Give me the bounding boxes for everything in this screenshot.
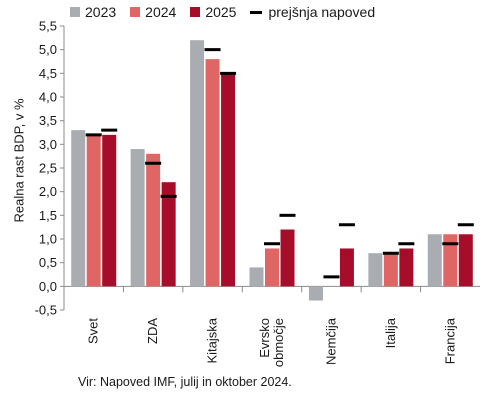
legend-label-2024: 2024 — [145, 4, 177, 20]
bar-2024 — [383, 253, 398, 287]
legend-dash-previous-forecast — [250, 10, 263, 14]
x-category-label: Francija — [442, 317, 457, 364]
legend-label-previous-forecast: prejšnja napoved — [268, 4, 376, 20]
y-tick-label: 4,0 — [39, 90, 57, 105]
legend-swatch-2024 — [130, 7, 141, 17]
x-category-label: območje — [271, 318, 286, 367]
bar-2023 — [249, 267, 264, 287]
bar-2024 — [146, 153, 161, 287]
bar-2023 — [308, 286, 323, 301]
x-category-label: ZDA — [145, 318, 160, 344]
bar-2024 — [443, 234, 458, 287]
legend-item-2023: 2023 — [70, 4, 116, 20]
y-tick-label: 2,5 — [39, 161, 57, 176]
source-note: Vir: Napoved IMF, julij in oktober 2024. — [78, 375, 292, 389]
chart-legend: 2023 2024 2025 prejšnja napoved — [70, 4, 389, 20]
y-tick-label: 3,0 — [39, 137, 57, 152]
y-tick-label: 1,0 — [39, 232, 57, 247]
legend-swatch-2025 — [190, 7, 201, 17]
y-tick-label: 0,5 — [39, 255, 57, 270]
bar-2025 — [280, 229, 295, 287]
y-tick-label: 2,0 — [39, 184, 57, 199]
y-tick-label: 5,0 — [39, 42, 57, 57]
bar-2025 — [399, 248, 414, 287]
bar-2025 — [458, 234, 473, 287]
y-tick-label: 5,5 — [39, 19, 57, 34]
y-tick-label: 0,0 — [39, 279, 57, 294]
bar-2023 — [190, 40, 205, 287]
legend-swatch-2023 — [70, 7, 80, 17]
legend-item-2025: 2025 — [190, 4, 236, 20]
legend-label-2023: 2023 — [85, 4, 117, 20]
bar-2023 — [130, 149, 145, 287]
bar-2024 — [265, 248, 279, 287]
bar-2023 — [71, 130, 86, 287]
y-tick-label: 1,5 — [39, 208, 57, 223]
bar-2023 — [427, 234, 442, 287]
bar-2024 — [86, 134, 101, 287]
bar-2024 — [205, 59, 220, 287]
legend-item-previous-forecast: prejšnja napoved — [250, 4, 375, 20]
y-tick-label: 4,5 — [39, 66, 57, 81]
x-category-label: Italija — [383, 317, 398, 348]
y-tick-label: -0,5 — [35, 303, 57, 318]
legend-label-2025: 2025 — [205, 4, 237, 20]
bar-2025 — [161, 182, 176, 287]
bar-2025 — [221, 73, 236, 287]
y-tick-label: 3,5 — [39, 113, 57, 128]
x-category-label: Nemčija — [323, 317, 338, 365]
x-category-label: Evrsko — [257, 318, 272, 358]
x-category-label: Svet — [86, 318, 101, 344]
legend-item-2024: 2024 — [130, 4, 176, 20]
bar-2025 — [339, 248, 354, 287]
bar-2025 — [102, 134, 117, 287]
bar-2023 — [368, 253, 383, 287]
x-category-label: Kitajska — [205, 317, 220, 363]
